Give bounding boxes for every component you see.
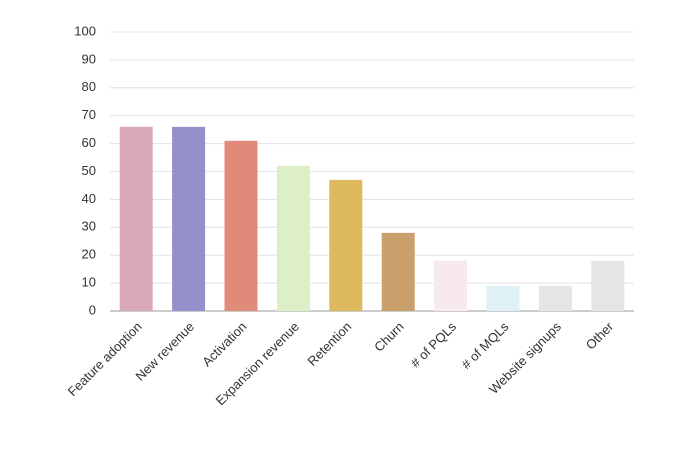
bar (329, 179, 363, 311)
x-tick-label: Feature adoption (65, 319, 145, 399)
bar (538, 285, 572, 311)
y-tick-label: 30 (82, 219, 96, 234)
y-tick-label: 60 (82, 135, 96, 150)
bar (119, 126, 153, 311)
x-tick-label: Retention (304, 319, 354, 369)
x-tick-label: # of MQLs (459, 319, 512, 372)
y-tick-label: 80 (82, 79, 96, 94)
x-tick-label: # of PQLs (408, 319, 460, 371)
y-tick-label: 100 (74, 23, 96, 38)
x-tick-label: Churn (371, 319, 407, 355)
bar (381, 232, 415, 311)
y-tick-label: 10 (82, 275, 96, 290)
bar (486, 285, 520, 311)
bar (224, 140, 258, 311)
x-tick-label: Other (583, 318, 617, 352)
y-tick-label: 40 (82, 191, 96, 206)
y-tick-label: 90 (82, 51, 96, 66)
bar (434, 260, 468, 311)
y-tick-label: 70 (82, 107, 96, 122)
y-tick-label: 50 (82, 163, 96, 178)
x-tick-label: Activation (199, 319, 249, 369)
y-tick-label: 0 (89, 302, 96, 317)
bar (591, 260, 625, 311)
bar (172, 126, 206, 311)
bar (276, 165, 310, 311)
y-tick-label: 20 (82, 247, 96, 262)
